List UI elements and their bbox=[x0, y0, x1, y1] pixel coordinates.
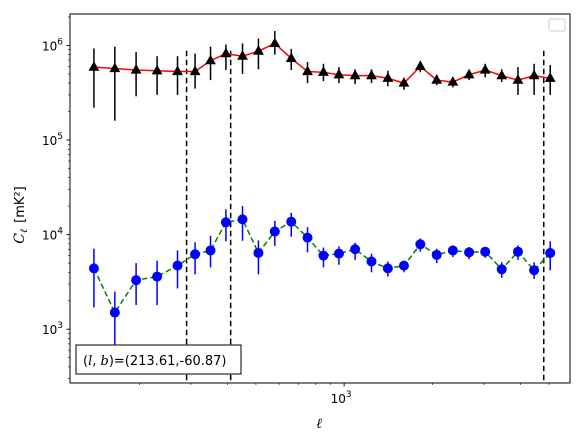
x-axis-label: ℓ bbox=[316, 416, 322, 432]
y-tick-label: 106 bbox=[42, 37, 63, 53]
plot-area bbox=[70, 14, 570, 383]
series-0-point bbox=[285, 52, 297, 62]
y-axis-label-unit: [mK²] bbox=[13, 186, 28, 223]
vertical-reference-lines bbox=[185, 50, 545, 383]
series-1-point bbox=[253, 247, 264, 258]
annotation-box: (l, b)=(213.61,-60.87) bbox=[75, 344, 242, 375]
y-tick-label: 103 bbox=[42, 321, 63, 337]
series-1-point bbox=[269, 226, 280, 237]
series-0-point bbox=[512, 74, 524, 84]
series-1-point bbox=[286, 216, 297, 227]
series-1-point bbox=[302, 232, 313, 243]
series-1-line bbox=[93, 218, 551, 315]
series-1-point bbox=[350, 244, 361, 255]
series-0-point bbox=[130, 64, 142, 74]
series-0 bbox=[88, 31, 556, 121]
series-0-point bbox=[172, 65, 183, 76]
series-1-point bbox=[109, 307, 120, 318]
series-0-point bbox=[205, 54, 216, 65]
series-1-point bbox=[152, 271, 163, 282]
series-0-point bbox=[431, 74, 443, 84]
series-1-point bbox=[496, 264, 507, 275]
series-1-point bbox=[172, 260, 183, 271]
y-tick-label: 104 bbox=[42, 227, 63, 243]
series-1-point bbox=[398, 260, 409, 271]
series-0-point bbox=[349, 69, 361, 80]
y-tick-label: 105 bbox=[42, 132, 63, 148]
y-axis-label: Cℓ [mK²] bbox=[12, 186, 30, 243]
series-0-line bbox=[93, 42, 551, 84]
series-0-point bbox=[463, 68, 475, 79]
series-0-point bbox=[447, 76, 459, 86]
plot-frame bbox=[69, 13, 571, 384]
series-0-point bbox=[269, 37, 281, 48]
series-0-point bbox=[382, 72, 394, 82]
y-axis-label-main: C bbox=[12, 233, 28, 244]
series-0-point bbox=[528, 69, 540, 80]
series-1-point bbox=[464, 247, 475, 258]
series-0-point bbox=[220, 47, 232, 58]
series-0-point bbox=[318, 66, 329, 76]
series-1-point bbox=[366, 256, 377, 267]
series-1-point bbox=[512, 246, 523, 257]
series-1-point bbox=[318, 250, 329, 261]
series-0-point bbox=[302, 65, 313, 76]
annotation-text: (l, b)=(213.61,-60.87) bbox=[83, 354, 226, 369]
series-1-point bbox=[545, 247, 556, 258]
x-tick-label: 103 bbox=[331, 390, 352, 406]
legend-box bbox=[548, 18, 566, 32]
series-0-point bbox=[253, 45, 264, 55]
series-0-point bbox=[189, 65, 201, 76]
series-1-point bbox=[480, 246, 491, 257]
series-1-point bbox=[431, 249, 442, 260]
series-0-point bbox=[109, 62, 121, 73]
series-1-point bbox=[529, 265, 540, 276]
series-1-point bbox=[415, 239, 426, 250]
series-layer bbox=[88, 31, 556, 358]
series-1-point bbox=[333, 248, 344, 259]
series-1-point bbox=[447, 245, 458, 256]
series-0-point bbox=[237, 50, 248, 60]
series-1-point bbox=[237, 214, 248, 225]
y-axis-label-sub: ℓ bbox=[19, 229, 30, 233]
series-0-point bbox=[88, 61, 100, 71]
series-0-point bbox=[479, 64, 491, 74]
series-1-point bbox=[382, 263, 393, 274]
series-0-point bbox=[366, 69, 377, 80]
series-0-point bbox=[544, 72, 556, 82]
series-0-point bbox=[414, 60, 426, 71]
series-0-point bbox=[496, 69, 508, 80]
series-1 bbox=[88, 206, 556, 358]
series-0-point bbox=[398, 77, 410, 87]
series-1-point bbox=[205, 245, 216, 256]
series-1-point bbox=[88, 263, 99, 274]
series-1-point bbox=[131, 275, 142, 286]
series-1-point bbox=[220, 217, 231, 228]
series-0-point bbox=[333, 68, 345, 79]
axis-ticks: 103 104 105 106 103 bbox=[42, 16, 550, 406]
series-1-point bbox=[190, 249, 201, 260]
series-0-point bbox=[151, 64, 163, 75]
